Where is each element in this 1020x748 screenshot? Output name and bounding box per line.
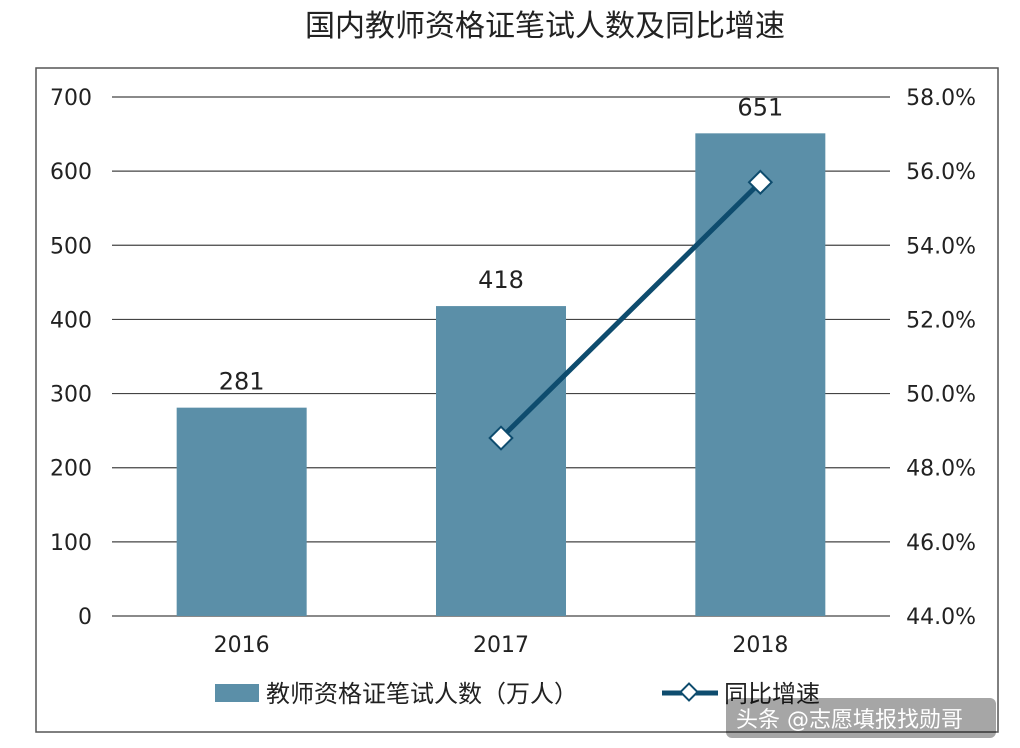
left-tick-label: 600 <box>50 160 92 185</box>
left-tick-label: 300 <box>50 383 92 408</box>
left-axis-ticks: 0 100 200 300 400 500 600 700 <box>50 86 92 630</box>
bar <box>176 407 307 616</box>
right-tick-label: 46.0% <box>906 531 976 556</box>
data-label: 651 <box>737 93 783 121</box>
bars <box>176 133 826 616</box>
right-tick-label: 48.0% <box>906 457 976 482</box>
right-tick-label: 50.0% <box>906 383 976 408</box>
legend-bar-swatch <box>215 684 259 702</box>
x-tick-label: 2018 <box>732 633 788 658</box>
left-tick-label: 100 <box>50 531 92 556</box>
x-axis-ticks: 2016 2017 2018 <box>214 633 789 658</box>
right-tick-label: 54.0% <box>906 234 976 259</box>
line-marker <box>488 425 514 451</box>
legend-diamond-icon <box>679 682 699 702</box>
watermark-text: 头条 @志愿填报找勋哥 <box>736 708 963 733</box>
right-tick-label: 58.0% <box>906 86 976 111</box>
right-axis-ticks: 44.0% 46.0% 48.0% 50.0% 52.0% 54.0% 56.0% 58.0% <box>906 86 976 630</box>
left-tick-label: 200 <box>50 457 92 482</box>
left-tick-label: 0 <box>78 605 92 630</box>
legend-bar-label: 教师资格证笔试人数（万人） <box>266 680 578 708</box>
legend-line-label: 同比增速 <box>724 680 820 708</box>
bar <box>695 133 826 616</box>
left-tick-label: 500 <box>50 234 92 259</box>
watermark-bg <box>726 698 996 738</box>
right-tick-label: 52.0% <box>906 308 976 333</box>
data-label: 418 <box>478 266 524 294</box>
plot-frame <box>35 67 999 733</box>
chart-title: 国内教师资格证笔试人数及同比增速 <box>305 9 785 44</box>
growth-line <box>488 169 774 451</box>
bar <box>436 306 566 616</box>
x-tick-label: 2016 <box>214 633 270 658</box>
x-tick-label: 2017 <box>473 633 529 658</box>
right-tick-label: 44.0% <box>906 605 976 630</box>
legend: 教师资格证笔试人数（万人） 同比增速 <box>215 680 820 708</box>
watermark: 头条 @志愿填报找勋哥 <box>726 698 996 738</box>
right-tick-label: 56.0% <box>906 160 976 185</box>
growth-line-path <box>499 180 763 440</box>
line-marker <box>747 169 774 195</box>
left-tick-label: 400 <box>50 308 92 333</box>
data-label: 281 <box>219 368 265 396</box>
left-tick-label: 700 <box>50 86 92 111</box>
data-labels: 281 418 651 <box>219 93 783 395</box>
